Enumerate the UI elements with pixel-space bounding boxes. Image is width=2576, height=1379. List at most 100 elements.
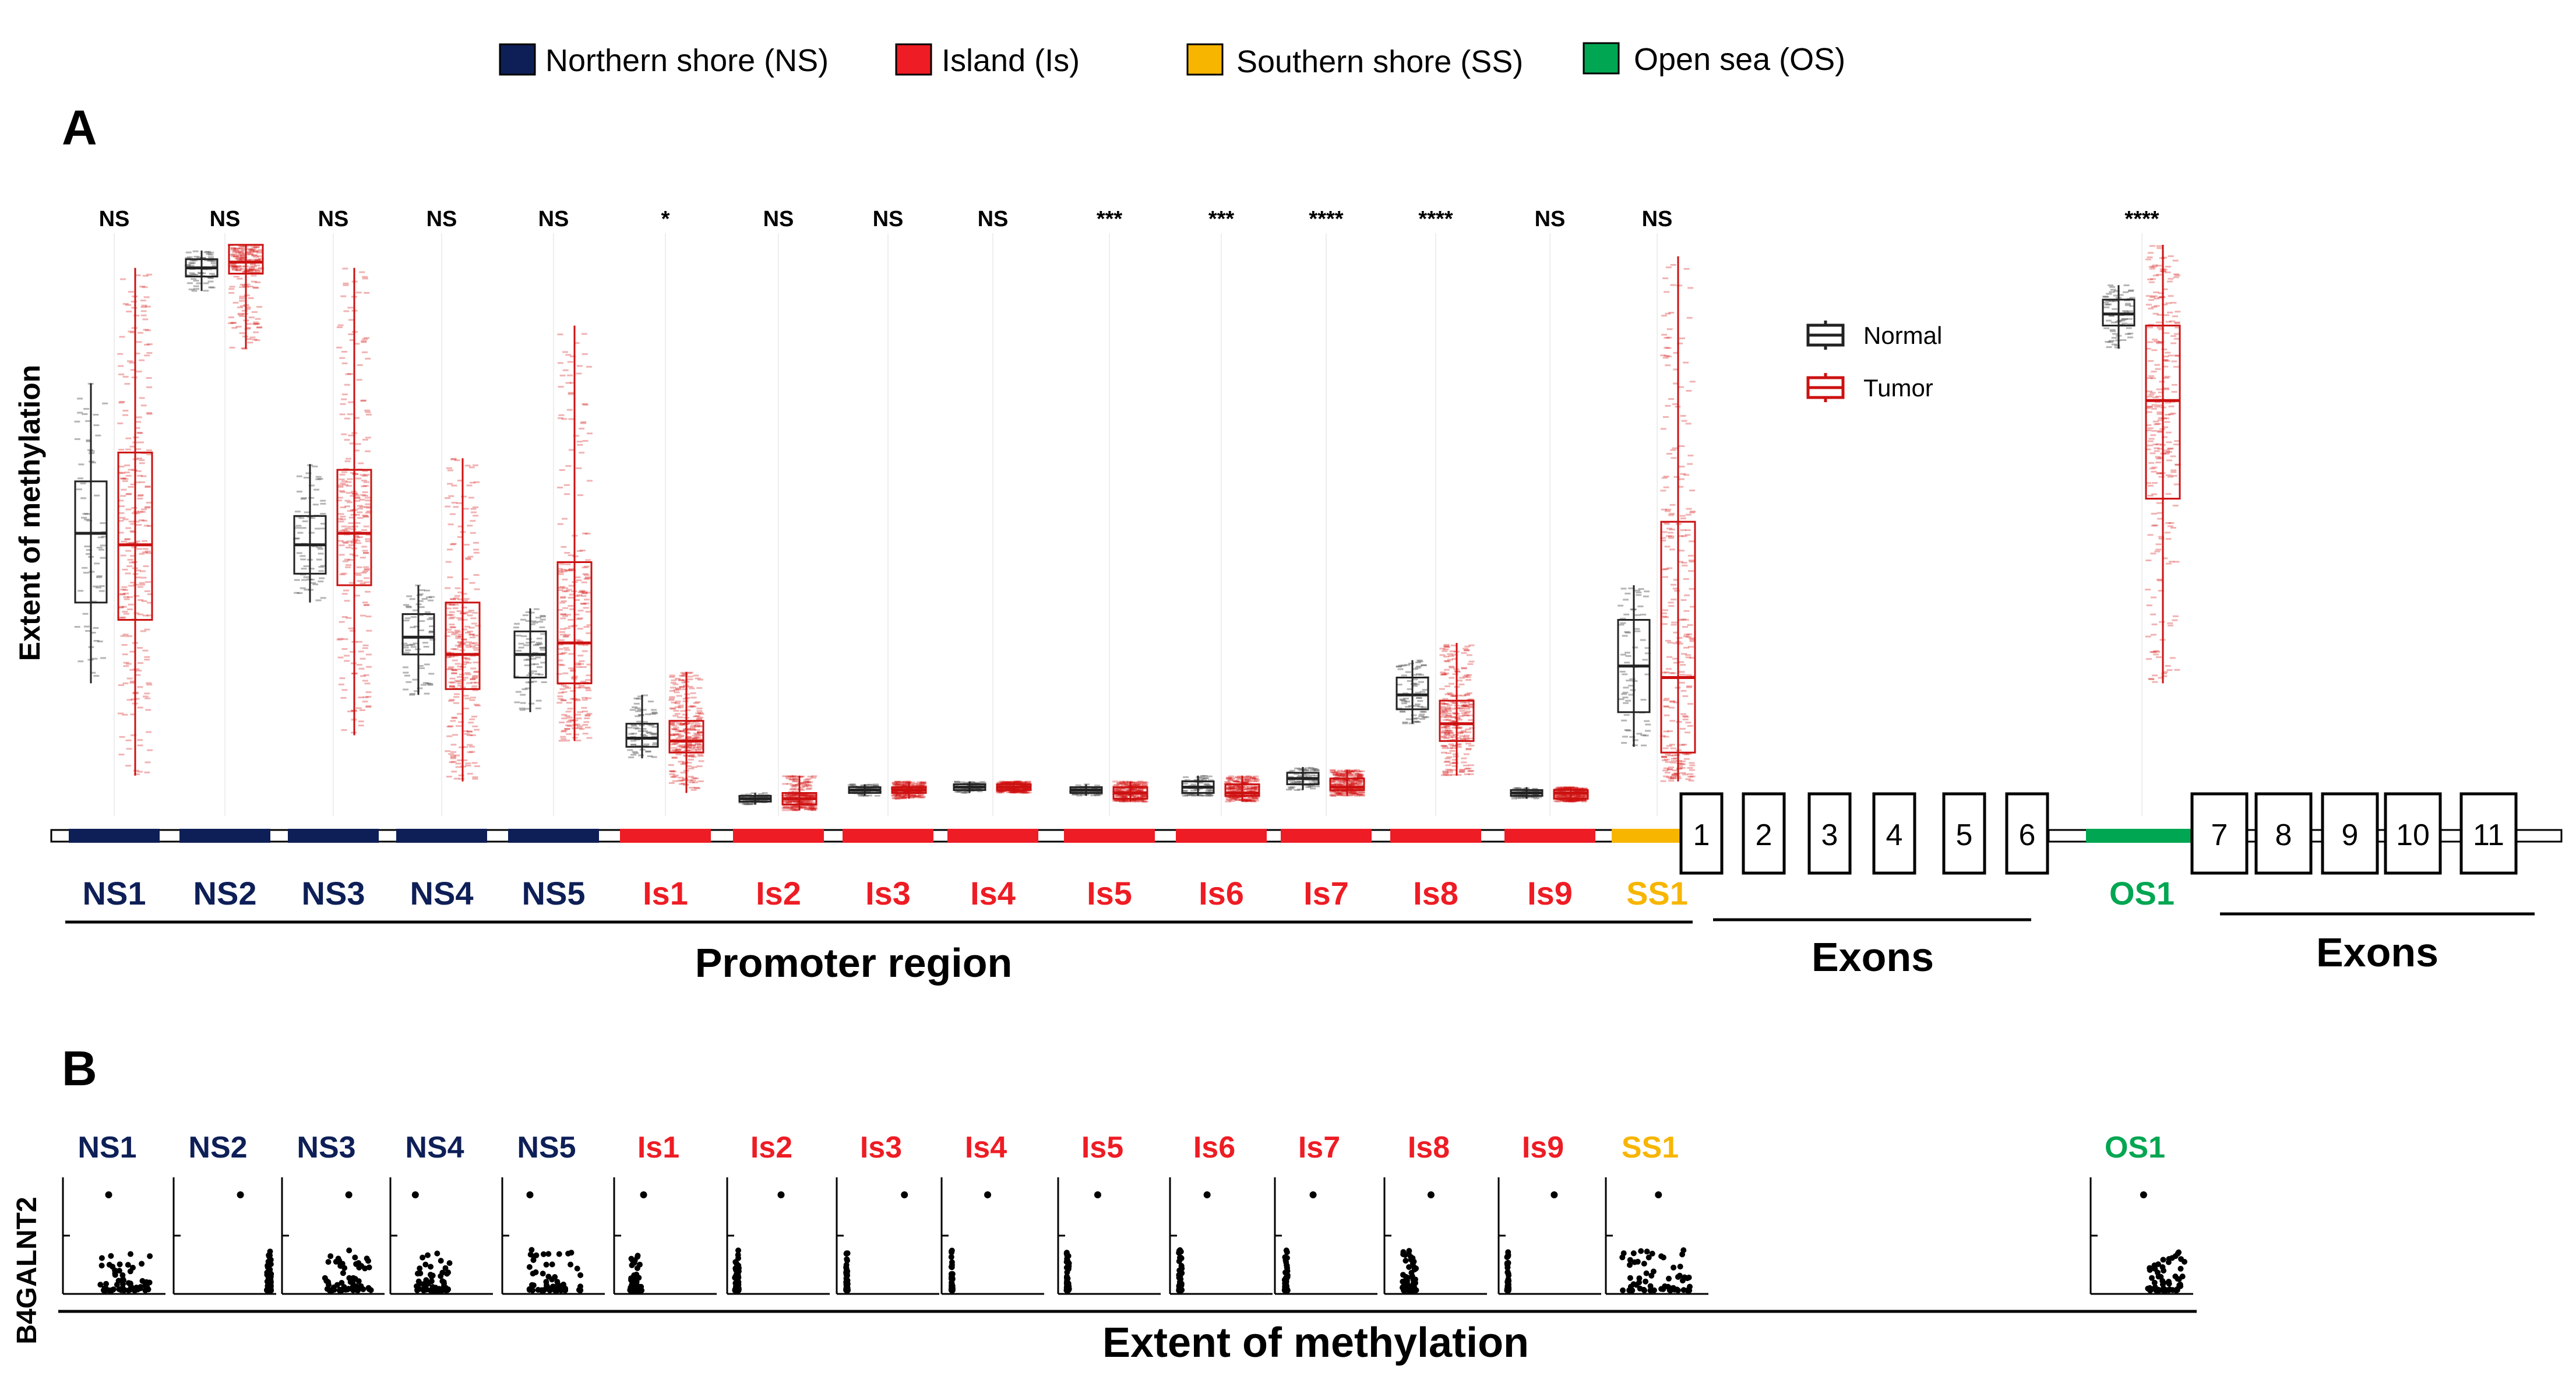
point-is4-tumor	[1024, 788, 1031, 790]
point-is5-normal	[1092, 791, 1098, 793]
point-ns5-normal	[529, 663, 535, 666]
point-is8-tumor	[1465, 748, 1472, 751]
point-is5-tumor	[1117, 790, 1123, 792]
point-is7-tumor	[1337, 792, 1344, 794]
point-is5-normal	[1094, 790, 1101, 793]
point-is4-tumor	[1016, 781, 1022, 783]
point-ns1-tumor	[145, 709, 151, 711]
point-ns1-tumor	[122, 611, 128, 613]
point-ns2-tumor	[231, 253, 237, 255]
point-is2-tumor	[789, 796, 795, 797]
point-ss1-tumor	[1671, 754, 1678, 757]
point-ns4-normal	[417, 614, 424, 616]
point-is2-tumor	[800, 794, 806, 797]
point-ns5-tumor	[557, 523, 563, 525]
point-ns5-tumor	[562, 369, 569, 371]
point-is3-tumor	[892, 783, 898, 786]
point-is6-tumor	[1227, 788, 1233, 790]
point-ns5-normal	[539, 626, 545, 628]
point-ns3-normal	[320, 502, 326, 505]
point-is6-tumor	[1252, 796, 1258, 798]
point-ns1-tumor	[118, 607, 124, 608]
point-ns5-tumor	[570, 356, 576, 357]
point-is1-tumor	[686, 746, 692, 748]
point-ss1-normal	[1632, 646, 1638, 649]
point-ns4-normal	[406, 606, 413, 608]
point-ns3-normal	[315, 527, 321, 530]
point-ss1-normal	[1628, 684, 1634, 687]
point-ns4-tumor	[474, 481, 480, 483]
point-is4-tumor	[1020, 787, 1026, 790]
point-ns1-tumor	[119, 617, 125, 619]
point-is3-tumor	[919, 785, 925, 787]
point-ns4-tumor	[470, 696, 476, 699]
point-is8-normal	[1413, 705, 1419, 707]
point-is7-tumor	[1345, 772, 1352, 774]
point-is5-tumor	[1140, 800, 1147, 803]
point-ns1-tumor	[146, 453, 153, 456]
point-is8-normal	[1414, 720, 1420, 723]
point-ns1-tumor	[126, 748, 132, 750]
point-ns2-normal	[192, 259, 198, 262]
point-os1-normal	[2129, 297, 2135, 299]
point-ss1-normal	[1637, 605, 1644, 607]
point-is9-tumor	[1582, 793, 1588, 796]
point-ns5-normal	[523, 659, 530, 661]
point-ns1-tumor	[140, 306, 147, 308]
point-is2-tumor	[791, 805, 798, 807]
point-ns2-tumor	[230, 322, 236, 324]
point-ns2-tumor	[244, 283, 251, 286]
point-is2-tumor	[802, 801, 808, 803]
point-is2-tumor	[792, 780, 798, 782]
point-is1-normal	[635, 715, 641, 717]
point-ns3-normal	[293, 537, 299, 540]
point-ns5-normal	[521, 688, 528, 690]
point-ns1-tumor	[119, 516, 126, 519]
point-is5-tumor	[1134, 800, 1140, 803]
point-is6-tumor	[1248, 796, 1254, 798]
point-ns4-normal	[427, 618, 433, 620]
point-is1-tumor	[696, 719, 702, 721]
point-ns1-normal	[100, 557, 106, 559]
point-ss1-tumor	[1689, 764, 1696, 766]
point-ns4-tumor	[446, 776, 452, 778]
point-ns3-normal	[298, 517, 305, 519]
point-ns4-tumor	[466, 730, 473, 733]
point-ns1-normal	[93, 675, 100, 677]
point-is8-tumor	[1464, 734, 1470, 737]
point-ss1-tumor	[1679, 550, 1685, 552]
point-ss1-tumor	[1677, 765, 1683, 767]
point-ns4-tumor	[462, 677, 468, 679]
point-is6-tumor	[1246, 786, 1253, 789]
point-is2-normal	[743, 803, 750, 805]
point-ns2-tumor	[255, 281, 261, 283]
point-ns5-tumor	[576, 372, 582, 375]
point-ns5-tumor	[562, 615, 569, 617]
point-ss1-tumor	[1679, 337, 1685, 339]
point-ss1-tumor	[1662, 416, 1669, 418]
point-is3-tumor	[921, 783, 926, 785]
point-is5-tumor	[1122, 783, 1127, 785]
point-ss1-tumor	[1661, 508, 1667, 511]
point-ns4-tumor	[465, 557, 471, 560]
point-is3-tumor	[920, 781, 926, 783]
point-is8-tumor	[1467, 737, 1474, 740]
point-is7-tumor	[1337, 769, 1343, 772]
point-ss1-normal	[1618, 624, 1624, 626]
point-is8-tumor	[1464, 694, 1470, 696]
point-is5-normal	[1096, 790, 1102, 793]
point-ns1-normal	[77, 660, 84, 663]
point-is4-tumor	[1006, 791, 1012, 794]
point-ns3-normal	[297, 532, 304, 534]
point-is7-tumor	[1354, 769, 1360, 771]
point-is3-tumor	[919, 796, 926, 798]
point-is6-tumor	[1234, 799, 1241, 801]
point-is1-normal	[638, 714, 644, 716]
point-is1-tumor	[669, 773, 675, 775]
point-is3-tumor	[916, 790, 922, 793]
point-ns5-tumor	[566, 569, 573, 572]
point-ns2-tumor	[247, 342, 253, 344]
point-ns5-tumor	[582, 696, 587, 699]
point-ns5-tumor	[566, 409, 573, 411]
point-ns1-tumor	[139, 583, 146, 586]
